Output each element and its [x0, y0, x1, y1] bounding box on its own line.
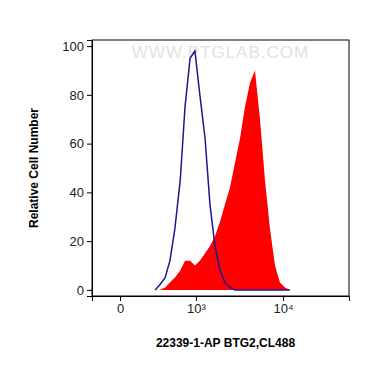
watermark: WWW.PTGLAB.COM	[132, 43, 309, 62]
tick-mark	[87, 95, 92, 96]
axis-line	[93, 297, 350, 302]
y-axis: 0 20 40 60 80 100	[62, 39, 92, 298]
tick: 10³	[187, 296, 206, 316]
tick: 100	[62, 39, 92, 54]
marks	[155, 51, 290, 290]
tick-label: 100	[62, 39, 84, 54]
tick-mark	[87, 46, 92, 47]
tick: 80	[70, 88, 92, 103]
tick: 20	[70, 234, 92, 249]
tick-label: 0	[117, 301, 124, 316]
y-axis-title: Relative Cell Number	[27, 108, 41, 228]
tick: 0	[77, 283, 92, 298]
tick: 40	[70, 185, 92, 200]
histogram-line	[155, 51, 290, 290]
tick-label: 10³	[187, 301, 206, 316]
chart: WWW.PTGLAB.COM 0 10³ 10⁴ 0 20 40 60 80 100 22339-1…	[0, 0, 370, 367]
tick-label: 40	[70, 185, 84, 200]
plot: WWW.PTGLAB.COM 0 10³ 10⁴ 0 20 40 60 80 100	[62, 39, 349, 316]
tick-label: 0	[77, 283, 84, 298]
tick: 60	[70, 136, 92, 151]
tick-label: 20	[70, 234, 84, 249]
histogram-area	[155, 70, 290, 289]
x-axis: 0 10³ 10⁴	[93, 296, 350, 316]
tick-label: 10⁴	[273, 301, 293, 316]
tick-label: 80	[70, 88, 84, 103]
tick-mark	[87, 290, 92, 291]
x-axis-title: 22339-1-AP BTG2,CL488	[156, 336, 296, 350]
frame	[92, 40, 349, 296]
tick-mark	[87, 144, 92, 145]
tick: 10⁴	[273, 296, 293, 316]
tick-label: 60	[70, 136, 84, 151]
tick: 0	[117, 296, 124, 316]
tick-mark	[87, 241, 92, 242]
tick-mark	[87, 192, 92, 193]
